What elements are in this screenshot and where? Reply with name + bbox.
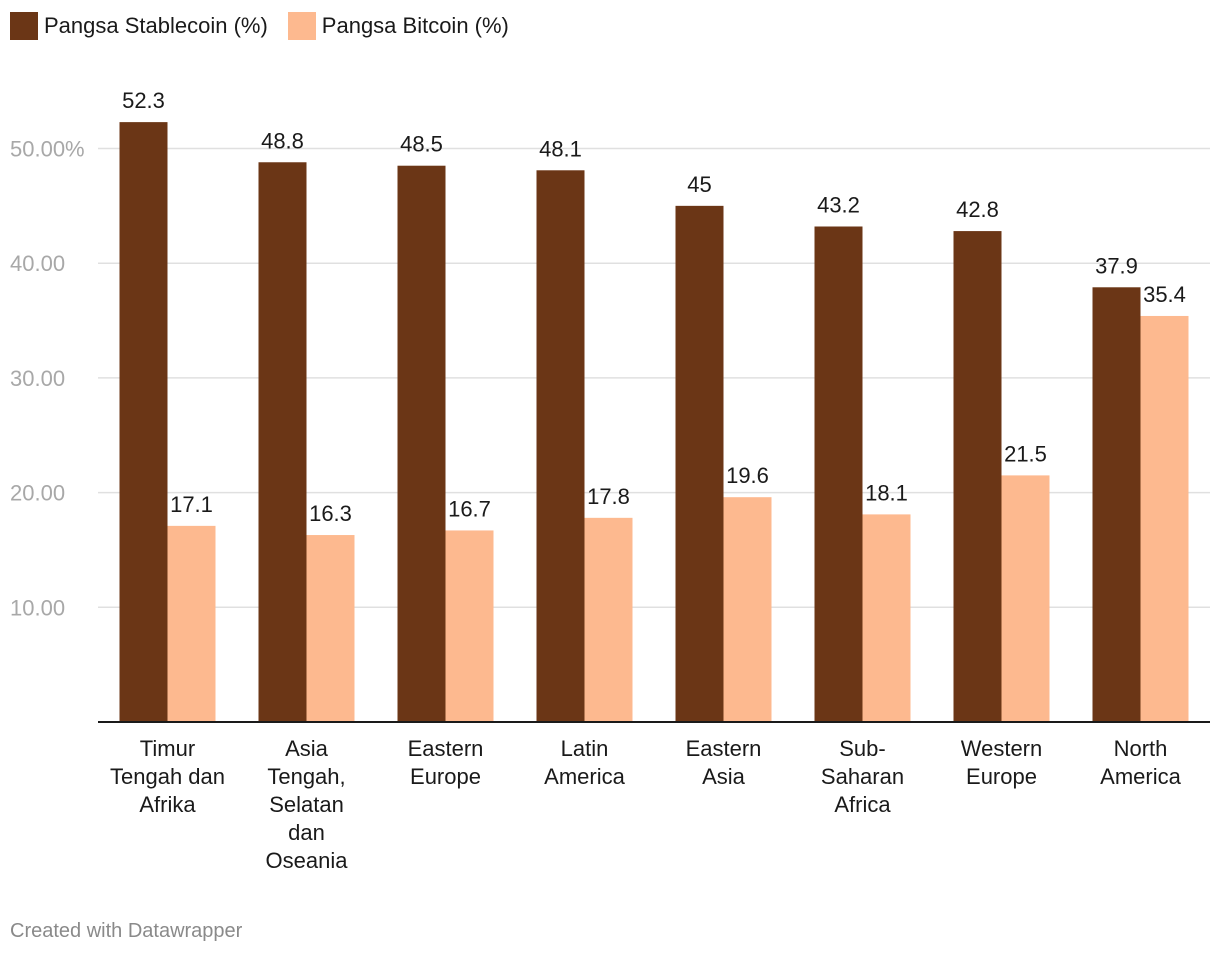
value-label-bitcoin: 16.3	[309, 501, 352, 526]
value-label-stablecoin: 48.8	[261, 128, 304, 153]
value-label-stablecoin: 42.8	[956, 197, 999, 222]
bar-stablecoin	[258, 162, 307, 722]
x-tick-label-line: North	[1114, 736, 1168, 761]
legend-item-stablecoin: Pangsa Stablecoin (%)	[10, 12, 268, 40]
x-tick-label: Western Europe	[961, 736, 1043, 789]
value-label-stablecoin: 45	[687, 172, 711, 197]
bar-bitcoin	[584, 517, 633, 722]
x-tick-label-line: Eastern	[408, 736, 484, 761]
bar-stablecoin	[1092, 287, 1141, 722]
x-tick-label-line: Europe	[966, 764, 1037, 789]
footer-credit: Created with Datawrapper	[10, 920, 243, 942]
bar-stablecoin	[397, 165, 446, 722]
bar-bitcoin	[445, 530, 494, 722]
x-tick-label: North America	[1100, 736, 1181, 789]
y-tick-label: 20.00	[10, 481, 65, 506]
bar-stablecoin	[953, 231, 1002, 723]
value-label-bitcoin: 19.6	[726, 463, 769, 488]
x-tick-label-line: Tengah,	[267, 764, 345, 789]
bar-bitcoin	[862, 514, 911, 722]
x-tick-label: Asia Tengah, Selatan dan Oseania	[266, 736, 349, 873]
x-tick-label-line: Asia	[285, 736, 329, 761]
x-tick-label: Timur Tengah dan Afrika	[110, 736, 225, 817]
y-tick-label: 50.00%	[10, 137, 85, 162]
bar-bitcoin	[723, 497, 772, 722]
legend-swatch-bitcoin	[287, 12, 316, 40]
y-tick-label: 10.00	[10, 595, 65, 620]
bar-stablecoin	[675, 205, 724, 723]
x-tick-label-line: America	[544, 764, 625, 789]
x-tick-label-line: Western	[961, 736, 1043, 761]
value-label-bitcoin: 17.8	[587, 484, 630, 509]
value-label-bitcoin: 35.4	[1143, 282, 1186, 307]
legend: Pangsa Stablecoin (%) Pangsa Bitcoin (%)	[10, 12, 529, 40]
bar-stablecoin	[119, 122, 168, 722]
value-label-stablecoin: 52.3	[122, 88, 165, 113]
bar-bitcoin	[1001, 475, 1050, 722]
x-tick-label-line: America	[1100, 764, 1181, 789]
value-label-bitcoin: 18.1	[865, 480, 908, 505]
x-tick-label-line: Saharan	[821, 764, 904, 789]
x-tick-label-line: Afrika	[139, 792, 196, 817]
x-tick-label-line: Europe	[410, 764, 481, 789]
x-tick-label-line: Sub-	[839, 736, 885, 761]
value-label-bitcoin: 17.1	[170, 492, 213, 517]
value-label-stablecoin: 48.5	[400, 132, 443, 157]
bar-stablecoin	[814, 226, 863, 722]
x-tick-label: Eastern Europe	[408, 736, 484, 789]
legend-swatch-stablecoin	[10, 12, 38, 40]
y-tick-label: 40.00	[10, 251, 65, 276]
x-tick-label-line: Timur	[140, 736, 195, 761]
x-tick-label: Eastern Asia	[686, 736, 762, 789]
bar-bitcoin	[167, 525, 216, 722]
x-tick-label-line: Africa	[834, 792, 891, 817]
x-tick-label-line: Selatan	[269, 792, 344, 817]
value-label-stablecoin: 48.1	[539, 136, 582, 161]
x-tick-label-line: Oseania	[266, 848, 349, 873]
x-tick-label-line: Asia	[702, 764, 746, 789]
x-tick-label: Sub- Saharan Africa	[821, 736, 904, 817]
value-label-stablecoin: 37.9	[1095, 253, 1138, 278]
legend-label-stablecoin: Pangsa Stablecoin (%)	[44, 13, 268, 38]
value-label-bitcoin: 16.7	[448, 496, 491, 521]
x-tick-label-line: Eastern	[686, 736, 762, 761]
x-tick-label-line: Tengah dan	[110, 764, 225, 789]
x-tick-label: Latin America	[544, 736, 625, 789]
x-tick-label-line: Latin	[561, 736, 609, 761]
legend-item-bitcoin: Pangsa Bitcoin (%)	[287, 12, 509, 40]
value-label-bitcoin: 21.5	[1004, 441, 1047, 466]
bar-bitcoin	[1140, 315, 1189, 722]
bar-bitcoin	[306, 535, 355, 722]
legend-label-bitcoin: Pangsa Bitcoin (%)	[321, 13, 509, 38]
bar-stablecoin	[536, 170, 585, 723]
value-label-stablecoin: 43.2	[817, 192, 860, 217]
y-tick-label: 30.00	[10, 366, 65, 391]
x-tick-label-line: dan	[288, 820, 325, 845]
